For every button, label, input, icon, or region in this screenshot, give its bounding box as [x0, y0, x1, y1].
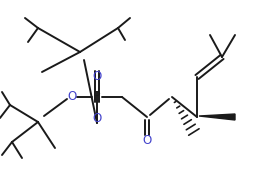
Text: O: O: [142, 134, 152, 146]
Text: P: P: [93, 90, 101, 103]
Polygon shape: [199, 114, 235, 120]
Text: O: O: [92, 69, 102, 82]
Text: O: O: [92, 111, 102, 124]
Text: O: O: [67, 90, 77, 103]
